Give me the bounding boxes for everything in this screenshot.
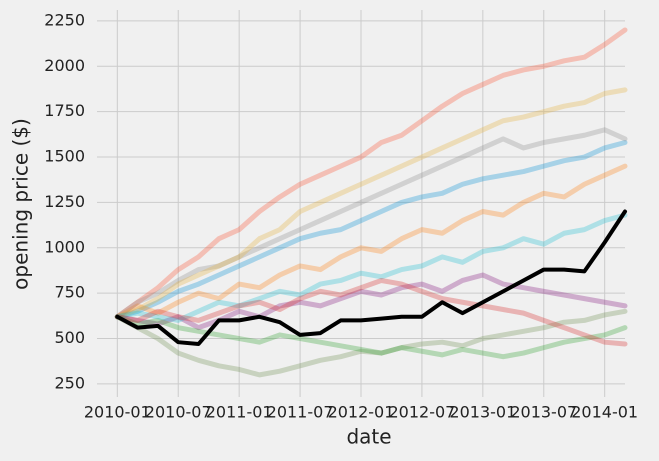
series-line	[115, 209, 627, 346]
series-line	[114, 314, 628, 360]
series-line	[114, 27, 628, 320]
x-tick-label: 2014-01	[571, 403, 638, 422]
x-tick-label: 2013-01	[449, 403, 516, 422]
series-line	[114, 127, 628, 320]
series-line	[114, 140, 628, 320]
x-axis-label: date	[346, 425, 391, 449]
y-tick-label: 1250	[44, 192, 85, 211]
x-tick-label: 2012-01	[328, 403, 395, 422]
series-line	[114, 212, 628, 323]
y-tick-label: 2250	[44, 10, 85, 29]
series-line	[114, 272, 628, 331]
series-line	[114, 308, 628, 378]
x-tick-label: 2010-07	[145, 403, 212, 422]
y-tick-label: 1500	[44, 147, 85, 166]
y-tick-label: 2000	[44, 56, 85, 75]
x-tick-label: 2011-01	[206, 403, 273, 422]
y-tick-label: 1000	[44, 237, 85, 256]
y-tick-label: 500	[54, 328, 85, 347]
series-line	[114, 87, 628, 320]
y-tick-label: 1750	[44, 101, 85, 120]
x-tick-label: 2012-07	[388, 403, 455, 422]
x-tick-label: 2011-07	[267, 403, 334, 422]
series-line	[114, 163, 628, 320]
x-tick-label: 2013-07	[510, 403, 577, 422]
y-tick-label: 250	[54, 373, 85, 392]
x-tick-label: 2010-01	[84, 403, 151, 422]
y-axis-label: opening price ($)	[9, 118, 33, 290]
y-tick-label: 750	[54, 283, 85, 302]
series-line	[114, 277, 628, 347]
